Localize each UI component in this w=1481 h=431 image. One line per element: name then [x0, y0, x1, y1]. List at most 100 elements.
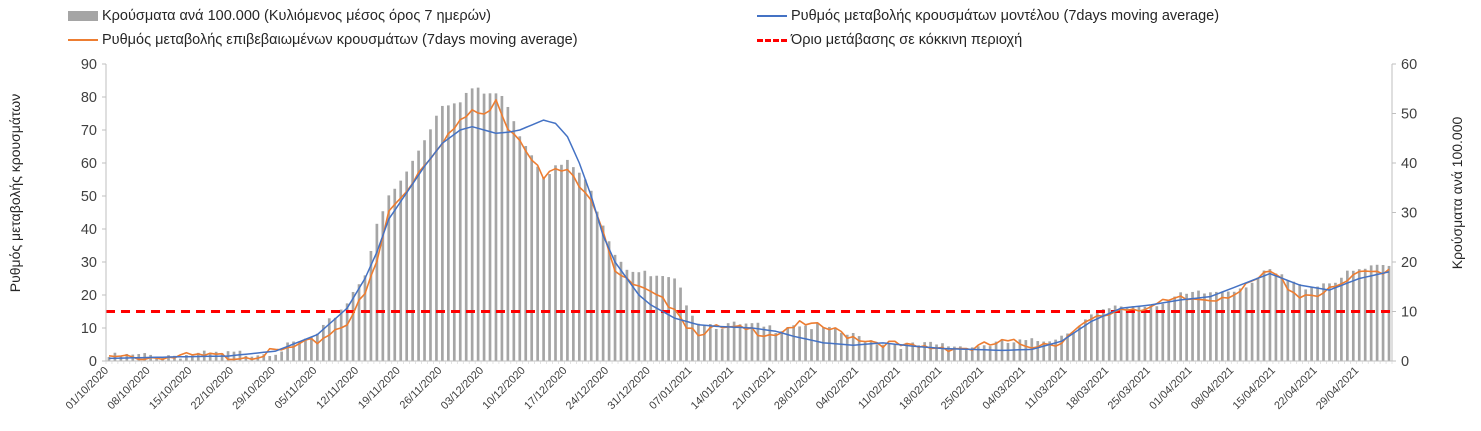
bar — [756, 322, 760, 361]
bar — [607, 241, 611, 361]
y-right-tick-label: 40 — [1401, 156, 1417, 172]
bar — [1131, 306, 1135, 361]
bar — [155, 358, 158, 361]
legend-label-threshold: Όριο μετάβασης σε κόκκινη περιοχή — [791, 32, 1023, 48]
bar — [714, 328, 718, 361]
y-left-tick-label: 60 — [81, 156, 97, 172]
bar — [1125, 307, 1129, 361]
bar — [1167, 299, 1171, 361]
line-series — [106, 99, 1392, 361]
bar — [964, 350, 968, 361]
x-tick-label: 25/02/2021 — [939, 365, 986, 412]
bar — [667, 277, 670, 361]
bar — [822, 327, 825, 361]
y-axis-left-title: Ρυθμός μεταβολής κρουσμάτων — [7, 94, 23, 292]
bar — [631, 271, 635, 361]
bar — [1095, 311, 1099, 361]
bar — [1012, 342, 1016, 361]
bar — [893, 344, 897, 361]
bar — [298, 341, 301, 361]
y-left-tick-label: 70 — [81, 123, 97, 139]
bar — [1143, 306, 1147, 361]
bar — [1226, 291, 1230, 361]
bar — [1357, 269, 1361, 361]
bar — [1084, 319, 1087, 361]
bar — [1215, 291, 1218, 361]
bar — [1286, 280, 1290, 361]
bar — [655, 275, 659, 361]
bar — [649, 276, 653, 361]
bar — [917, 345, 921, 361]
bar — [1340, 277, 1343, 361]
y-right-tick-label: 0 — [1401, 354, 1409, 370]
bar — [1250, 282, 1254, 361]
bar — [1066, 333, 1069, 361]
y-left-tick-label: 10 — [81, 321, 97, 337]
bar — [1363, 268, 1367, 361]
bar — [1369, 265, 1373, 361]
bar — [976, 346, 980, 361]
x-tick-label: 10/12/2020 — [480, 365, 527, 412]
bar — [1280, 274, 1284, 361]
bar — [1262, 270, 1266, 361]
bar — [524, 146, 528, 361]
bar — [1381, 265, 1385, 361]
bar — [738, 324, 742, 361]
y-left-tick-label: 0 — [89, 354, 97, 370]
bar — [572, 167, 575, 361]
bar — [589, 190, 593, 361]
bar — [1173, 296, 1177, 361]
bar — [316, 333, 319, 361]
bar — [363, 275, 367, 361]
bar — [1232, 291, 1236, 361]
bar — [423, 140, 426, 361]
bar — [595, 211, 599, 361]
bar — [804, 325, 807, 361]
bar — [1036, 341, 1040, 361]
bar — [1042, 341, 1046, 361]
bar — [381, 211, 385, 361]
bar — [327, 318, 331, 361]
x-tick-label: 11/02/2021 — [856, 365, 903, 412]
bar — [339, 309, 343, 361]
bar — [708, 324, 712, 361]
bar — [947, 346, 950, 361]
x-tick-label: 15/04/2021 — [1231, 365, 1278, 412]
bar — [839, 332, 843, 361]
bar — [673, 278, 676, 361]
bar — [536, 166, 539, 361]
bar — [494, 93, 498, 361]
y-right-tick-label: 60 — [1401, 57, 1417, 73]
x-tick-label: 18/02/2021 — [897, 365, 944, 412]
bar — [679, 287, 682, 361]
legend-swatch-model-icon — [757, 15, 787, 17]
bar — [1346, 270, 1349, 361]
bar — [1048, 341, 1052, 361]
bar — [1203, 293, 1206, 361]
legend-label-confirmed: Ρυθμός μεταβολής επιβεβαιωμένων κρουσμάτ… — [102, 32, 578, 48]
bar — [1268, 269, 1272, 361]
bar — [238, 350, 242, 361]
bar — [1006, 342, 1010, 361]
bar — [762, 326, 766, 361]
y-left-tick-label: 80 — [81, 90, 97, 106]
x-tick-label: 31/12/2020 — [605, 365, 652, 412]
bar — [697, 323, 700, 361]
bar — [286, 342, 289, 361]
bar — [953, 346, 956, 361]
bar — [786, 327, 790, 361]
bar — [583, 179, 587, 361]
x-tick-label: 07/01/2021 — [647, 365, 694, 412]
bar — [643, 270, 647, 361]
bar — [1334, 282, 1337, 361]
x-tick-label: 19/11/2020 — [356, 365, 403, 412]
bar — [613, 254, 617, 361]
legend-swatch-confirmed-icon — [68, 39, 98, 41]
x-tick-label: 25/03/2021 — [1106, 365, 1153, 412]
bar — [1089, 314, 1093, 361]
bar — [970, 347, 974, 361]
bar — [333, 317, 337, 361]
bar — [780, 331, 784, 361]
bar — [703, 325, 706, 361]
